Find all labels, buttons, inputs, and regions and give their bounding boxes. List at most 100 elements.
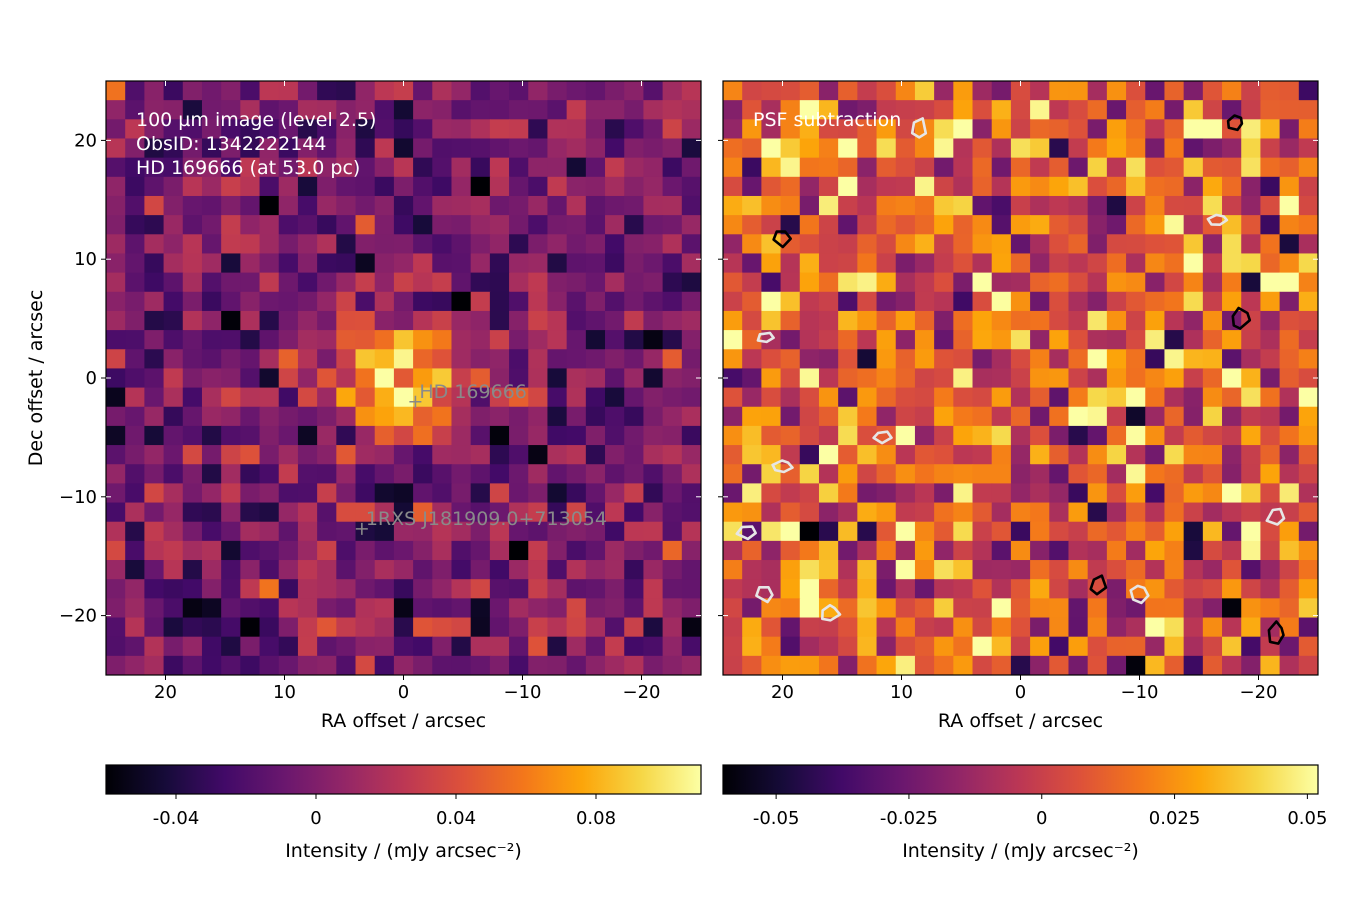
heatmap-pixel bbox=[1145, 483, 1166, 504]
heatmap-pixel bbox=[780, 330, 801, 350]
heatmap-pixel bbox=[125, 81, 145, 101]
heatmap-pixel bbox=[489, 617, 510, 638]
heatmap-pixel bbox=[1279, 330, 1300, 350]
heatmap-pixel bbox=[1145, 445, 1166, 465]
heatmap-pixel bbox=[1279, 560, 1300, 580]
heatmap-pixel bbox=[742, 540, 762, 561]
heatmap-pixel bbox=[1030, 119, 1050, 140]
heatmap-pixel bbox=[1202, 406, 1223, 427]
heatmap-pixel bbox=[1126, 119, 1146, 140]
heatmap-pixel bbox=[1202, 521, 1223, 542]
heatmap-pixel bbox=[1183, 598, 1204, 619]
heatmap-pixel bbox=[991, 502, 1012, 523]
heatmap-pixel bbox=[1049, 425, 1070, 446]
heatmap-pixel bbox=[1202, 330, 1223, 350]
heatmap-pixel bbox=[297, 100, 318, 120]
heatmap-pixel bbox=[1202, 368, 1223, 389]
heatmap-pixel bbox=[528, 368, 549, 389]
heatmap-pixel bbox=[991, 253, 1012, 274]
heatmap-pixel bbox=[1087, 195, 1108, 216]
heatmap-pixel bbox=[780, 636, 801, 657]
heatmap-pixel bbox=[336, 272, 357, 293]
heatmap-pixel bbox=[297, 195, 318, 216]
heatmap-pixel bbox=[259, 272, 280, 293]
heatmap-pixel bbox=[259, 100, 280, 120]
heatmap-pixel bbox=[838, 330, 858, 350]
heatmap-pixel bbox=[1106, 579, 1127, 599]
heatmap-pixel bbox=[1126, 617, 1146, 638]
heatmap-pixel bbox=[1222, 387, 1242, 408]
heatmap-pixel bbox=[1068, 253, 1089, 274]
heatmap-pixel bbox=[895, 81, 916, 101]
heatmap-pixel bbox=[1279, 119, 1300, 140]
heatmap-pixel bbox=[1164, 349, 1185, 370]
heatmap-pixel bbox=[489, 349, 510, 370]
heatmap-pixel bbox=[1068, 387, 1089, 408]
heatmap-pixel bbox=[336, 368, 357, 389]
heatmap-pixel bbox=[723, 330, 743, 350]
heatmap-pixel bbox=[1145, 176, 1166, 197]
heatmap-pixel bbox=[914, 540, 935, 561]
heatmap-pixel bbox=[317, 598, 337, 619]
heatmap-pixel bbox=[1222, 272, 1242, 293]
heatmap-pixel bbox=[1183, 100, 1204, 120]
heatmap-pixel bbox=[662, 617, 683, 638]
heatmap-pixel bbox=[723, 310, 743, 331]
heatmap-pixel bbox=[1049, 598, 1070, 619]
heatmap-pixel bbox=[1010, 406, 1031, 427]
heatmap-pixel bbox=[1279, 483, 1300, 504]
heatmap-pixel bbox=[336, 387, 357, 408]
heatmap-pixel bbox=[914, 464, 935, 484]
heatmap-pixel bbox=[1145, 521, 1166, 542]
heatmap-pixel bbox=[742, 310, 762, 331]
heatmap-pixel bbox=[681, 349, 701, 370]
heatmap-pixel bbox=[1126, 655, 1146, 675]
heatmap-pixel bbox=[953, 291, 974, 312]
heatmap-pixel bbox=[1068, 406, 1089, 427]
heatmap-pixel bbox=[317, 234, 337, 255]
heatmap-pixel bbox=[681, 253, 701, 274]
heatmap-pixel bbox=[643, 617, 664, 638]
heatmap-pixel bbox=[681, 655, 701, 675]
heatmap-pixel bbox=[163, 464, 184, 484]
heatmap-pixel bbox=[914, 100, 935, 120]
negative-contour bbox=[910, 117, 928, 139]
heatmap-pixel bbox=[413, 540, 433, 561]
heatmap-pixel bbox=[643, 157, 664, 178]
positive-contour bbox=[772, 230, 792, 249]
heatmap-pixel bbox=[297, 272, 318, 293]
heatmap-pixel bbox=[662, 138, 683, 159]
heatmap-pixel bbox=[972, 464, 993, 484]
heatmap-pixel bbox=[509, 502, 529, 523]
heatmap-pixel bbox=[317, 406, 337, 427]
heatmap-pixel bbox=[1010, 636, 1031, 657]
heatmap-pixel bbox=[1087, 176, 1108, 197]
heatmap-pixel bbox=[780, 521, 801, 542]
heatmap-pixel bbox=[1106, 253, 1127, 274]
heatmap-pixel bbox=[914, 483, 935, 504]
heatmap-pixel bbox=[1241, 445, 1262, 465]
heatmap-pixel bbox=[317, 464, 337, 484]
heatmap-pixel bbox=[953, 464, 974, 484]
heatmap-pixel bbox=[566, 138, 587, 159]
heatmap-pixel bbox=[1164, 291, 1185, 312]
heatmap-pixel bbox=[1183, 234, 1204, 255]
heatmap-pixel bbox=[432, 176, 453, 197]
heatmap-pixel bbox=[1030, 445, 1050, 465]
heatmap-pixel bbox=[489, 215, 510, 235]
colorbar-tick-label: 0 bbox=[310, 808, 321, 829]
heatmap-pixel bbox=[297, 330, 318, 350]
heatmap-pixel bbox=[125, 330, 145, 350]
heatmap-pixel bbox=[336, 291, 357, 312]
heatmap-pixel bbox=[838, 406, 858, 427]
heatmap-pixel bbox=[1222, 483, 1242, 504]
heatmap-pixel bbox=[106, 291, 126, 312]
heatmap-pixel bbox=[585, 215, 606, 235]
heatmap-pixel bbox=[259, 81, 280, 101]
heatmap-pixel bbox=[818, 560, 839, 580]
heatmap-pixel bbox=[1183, 215, 1204, 235]
heatmap-pixel bbox=[1145, 387, 1166, 408]
heatmap-pixel bbox=[144, 406, 165, 427]
heatmap-pixel bbox=[1010, 272, 1031, 293]
